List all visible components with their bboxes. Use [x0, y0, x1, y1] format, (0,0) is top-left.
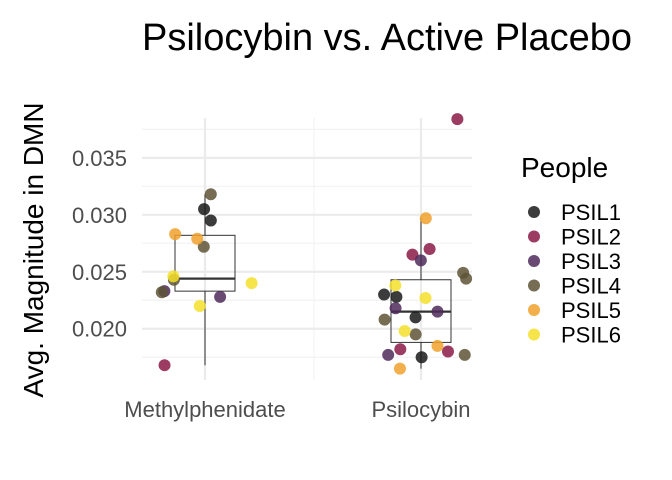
data-point — [398, 325, 411, 338]
data-point — [393, 362, 406, 375]
data-point — [415, 351, 428, 364]
data-point — [204, 214, 217, 227]
x-tick-label: Methylphenidate — [124, 397, 285, 422]
data-point — [193, 299, 206, 312]
data-point — [191, 232, 204, 245]
data-point — [245, 277, 258, 290]
data-points — [155, 113, 473, 375]
data-point — [431, 305, 444, 318]
data-point — [389, 279, 402, 292]
data-point — [458, 348, 471, 361]
data-point — [389, 302, 402, 315]
data-point — [409, 311, 422, 324]
legend-label: PSIL5 — [561, 298, 621, 323]
data-point — [419, 291, 432, 304]
x-tick-labels: Methylphenidate Psilocybin — [124, 397, 470, 422]
legend-key — [528, 206, 540, 218]
data-point — [431, 339, 444, 352]
legend-label: PSIL2 — [561, 225, 621, 250]
legend-item: PSIL6 — [528, 323, 621, 348]
data-point — [451, 113, 464, 126]
legend-label: PSIL1 — [561, 200, 621, 225]
y-tick-label: 0.035 — [72, 146, 127, 171]
legend-item: PSIL5 — [528, 298, 621, 323]
legend-key — [528, 304, 540, 316]
y-tick-labels: 0.020 0.025 0.030 0.035 — [72, 146, 127, 342]
data-point — [167, 270, 180, 283]
data-point — [394, 343, 407, 356]
data-point — [382, 348, 395, 361]
legend-item: PSIL3 — [528, 249, 621, 274]
y-tick-label: 0.030 — [72, 203, 127, 228]
legend-key — [528, 255, 540, 267]
data-point — [390, 290, 403, 303]
data-point — [214, 290, 227, 303]
data-point — [158, 359, 171, 372]
data-point — [197, 240, 210, 253]
legend-title: People — [521, 152, 608, 183]
legend-label: PSIL3 — [561, 249, 621, 274]
legend-label: PSIL6 — [561, 323, 621, 348]
data-point — [419, 212, 432, 225]
y-axis-label: Avg. Magnitude in DMN — [18, 102, 49, 397]
chart-title: Psilocybin vs. Active Placebo — [142, 17, 632, 59]
data-point — [409, 328, 422, 341]
data-point — [198, 203, 211, 216]
legend-key — [528, 279, 540, 292]
legend-key — [528, 230, 540, 243]
data-point — [414, 254, 427, 267]
data-point — [378, 313, 391, 326]
data-point — [169, 228, 182, 241]
data-point — [378, 288, 391, 301]
legend-item: PSIL1 — [528, 200, 621, 225]
data-point — [155, 286, 168, 299]
data-point — [460, 272, 473, 285]
y-tick-label: 0.020 — [72, 317, 127, 342]
data-point — [406, 248, 419, 261]
legend-key — [528, 328, 540, 341]
data-point — [204, 188, 217, 201]
x-tick-label: Psilocybin — [371, 397, 470, 422]
y-tick-label: 0.025 — [72, 260, 127, 285]
boxplot-box — [174, 234, 236, 292]
data-point — [442, 345, 455, 358]
data-point — [423, 242, 436, 255]
legend-item: PSIL4 — [528, 274, 621, 299]
legend-item: PSIL2 — [528, 225, 621, 250]
legend-label: PSIL4 — [561, 274, 621, 299]
